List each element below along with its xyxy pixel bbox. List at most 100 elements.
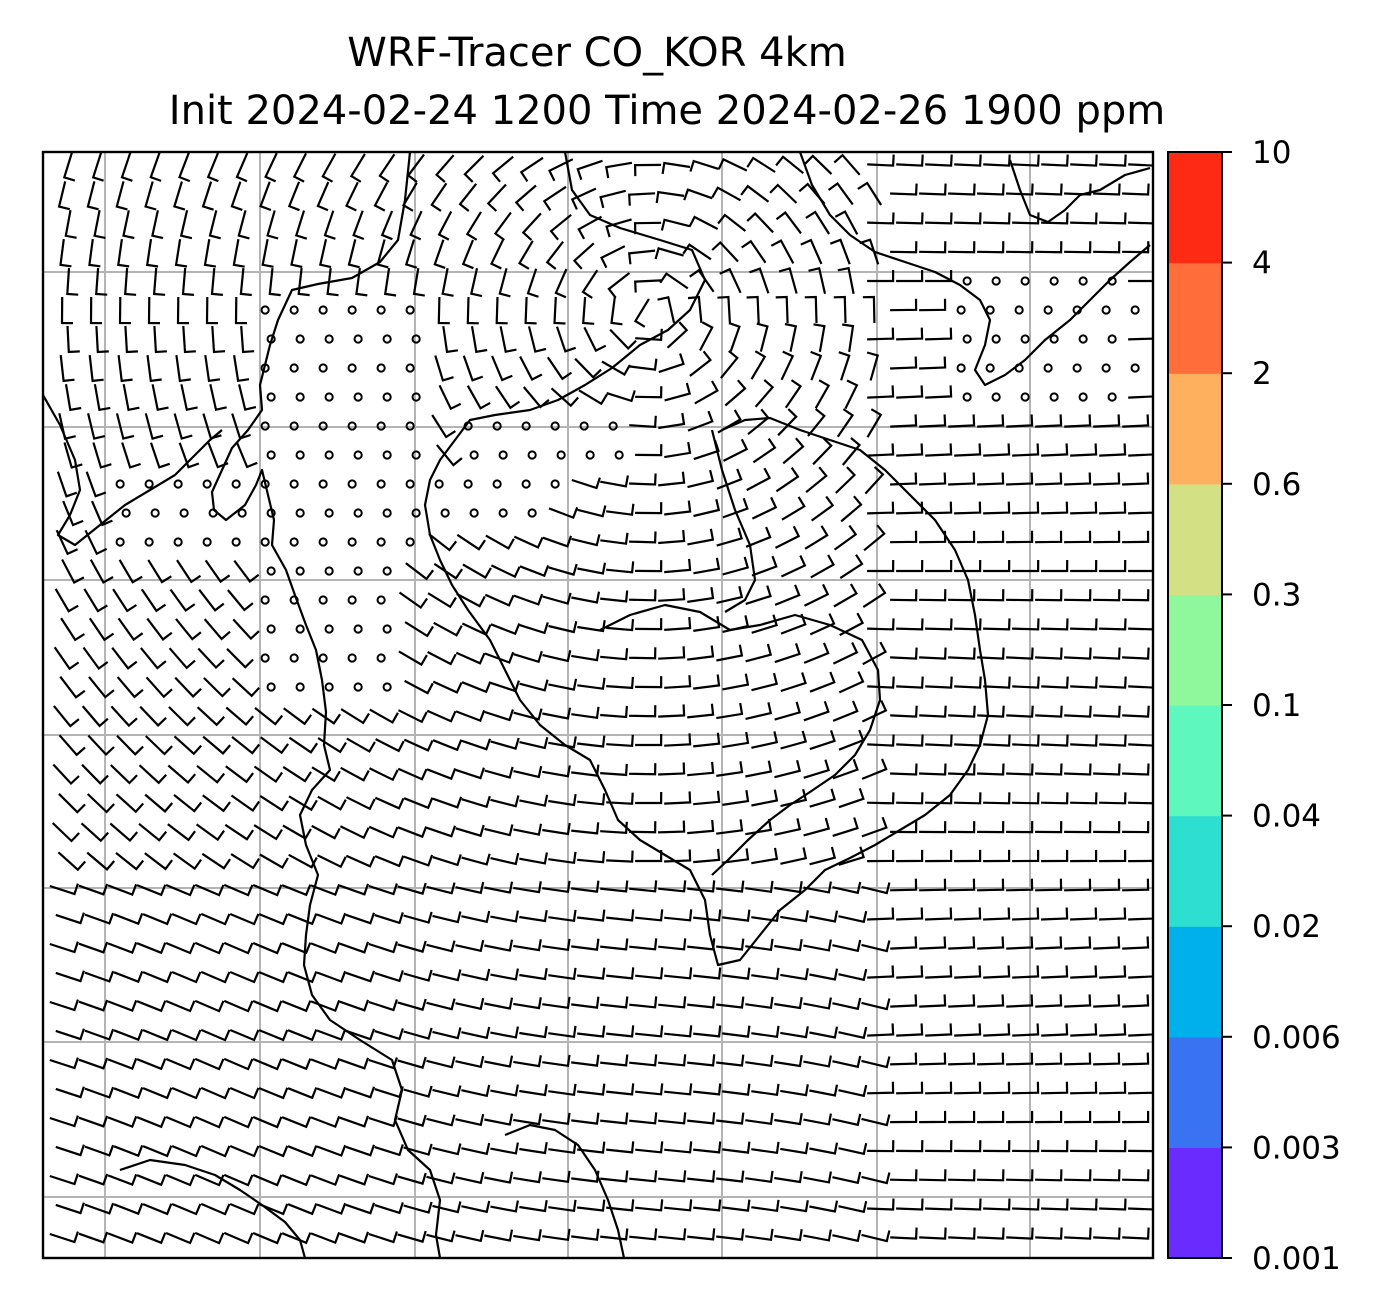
wind-barb: [548, 506, 579, 520]
wind-barb: [397, 998, 427, 1011]
wind-barb: [1035, 1110, 1063, 1124]
wind-barb: [252, 941, 283, 955]
calm-circle: [353, 508, 363, 518]
wind-barb: [775, 155, 804, 175]
wind-barb: [977, 994, 1005, 1008]
wind-barb: [1041, 1198, 1069, 1211]
wind-barb: [201, 181, 214, 211]
wind-barb: [151, 384, 169, 411]
wind-barb: [1099, 618, 1127, 631]
wind-barb: [311, 824, 341, 840]
wind-barb: [380, 210, 394, 241]
calm-circle: [295, 682, 305, 692]
wind-barb: [144, 181, 157, 211]
wind-barb: [867, 443, 895, 457]
wind-barb: [664, 849, 692, 863]
colorbar-tick-label: 10: [1252, 135, 1291, 171]
wind-barb: [627, 249, 656, 265]
wind-barb: [521, 212, 542, 241]
wind-barb: [864, 466, 885, 495]
wind-barb: [664, 1199, 693, 1212]
wind-barb: [171, 1144, 202, 1158]
wind-barb: [1006, 1227, 1034, 1240]
calm-circle: [260, 595, 270, 605]
wind-barb: [167, 823, 196, 842]
wind-barb: [634, 279, 662, 293]
wind-barb: [774, 584, 801, 606]
wind-barb: [258, 913, 289, 926]
wind-barb: [223, 1173, 254, 1187]
wind-barb: [657, 295, 676, 323]
wind-barb: [282, 765, 312, 783]
wind-barb: [91, 152, 104, 182]
wind-barb: [780, 788, 808, 808]
calm-circle: [266, 392, 276, 402]
colorbar-segment: [1168, 705, 1222, 817]
wind-barb: [896, 443, 924, 457]
calm-circle: [985, 305, 995, 315]
wind-barb: [1041, 1140, 1069, 1153]
wind-barb: [866, 351, 880, 381]
wind-barb: [890, 472, 918, 486]
wind-barb: [176, 296, 190, 325]
wind-barb: [499, 326, 517, 353]
wind-barb: [426, 709, 457, 723]
wind-barb: [600, 1112, 629, 1125]
wind-barb: [484, 593, 515, 607]
wind-barb: [629, 1112, 658, 1125]
wind-barb: [635, 967, 664, 980]
wind-barb: [780, 1142, 809, 1155]
calm-circle: [324, 624, 334, 634]
wind-barb: [833, 524, 858, 551]
wind-barb: [919, 1169, 947, 1182]
wind-barb: [435, 154, 455, 183]
wind-barb: [519, 1142, 548, 1155]
calm-circle: [347, 595, 357, 605]
wind-barb: [804, 583, 830, 607]
wind-barb: [635, 1083, 664, 1096]
wind-barb: [954, 1023, 982, 1037]
wind-barb: [514, 184, 537, 212]
calm-circle: [1014, 363, 1024, 373]
wind-barb: [1035, 705, 1063, 718]
wind-barb: [437, 210, 453, 241]
wind-barb: [113, 971, 144, 984]
wind-barb: [954, 849, 982, 863]
wind-barb: [229, 970, 260, 984]
wind-barb: [229, 912, 260, 926]
wind-barb: [803, 642, 830, 664]
wind-barb: [1041, 792, 1069, 805]
wind-barb: [1093, 1052, 1121, 1066]
wind-barb: [890, 356, 918, 370]
wind-barb: [409, 210, 423, 241]
wind-barb: [629, 880, 658, 893]
wind-barb: [200, 1028, 231, 1042]
wind-barb: [470, 326, 488, 354]
wind-barb: [577, 967, 606, 980]
wind-barb: [406, 153, 425, 183]
wind-barb: [549, 213, 572, 241]
wind-barb: [688, 215, 719, 230]
wind-barb: [513, 1055, 542, 1068]
wind-barb: [804, 525, 829, 550]
wind-barb: [977, 1052, 1005, 1066]
wind-barb: [571, 706, 600, 720]
wind-barb: [258, 971, 289, 984]
wind-barb: [977, 472, 1005, 486]
wind-barb: [174, 676, 202, 698]
wind-barb: [519, 968, 548, 981]
wind-barb: [600, 590, 629, 603]
wind-barb: [832, 997, 862, 1011]
wind-barb: [368, 1231, 398, 1244]
wind-barb: [1093, 241, 1121, 254]
wind-barb: [290, 239, 303, 269]
wind-barb: [977, 936, 1005, 950]
wind-barb: [1041, 1023, 1069, 1037]
wind-barb: [751, 1141, 780, 1155]
wind-barb: [867, 734, 895, 747]
wind-barb: [629, 358, 658, 371]
wind-barb: [1006, 183, 1034, 196]
wind-barb: [345, 1086, 376, 1099]
wind-barb: [1128, 443, 1153, 457]
wind-barb: [310, 1231, 341, 1245]
